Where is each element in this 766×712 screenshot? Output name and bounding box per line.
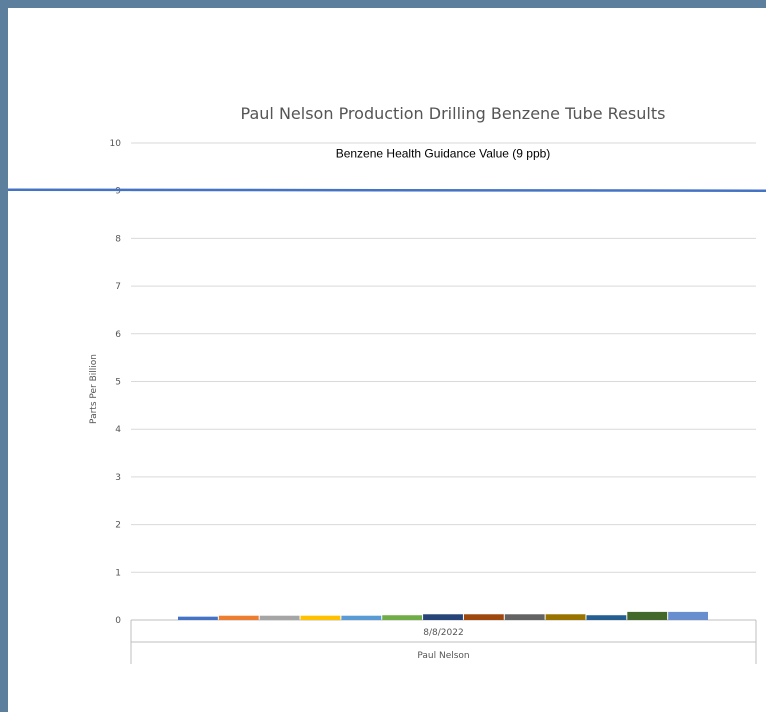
bar	[545, 614, 586, 620]
bars	[178, 611, 708, 620]
bar	[341, 615, 382, 620]
y-axis-label: Parts Per Billion	[89, 354, 99, 424]
y-tick-label: 10	[110, 139, 122, 149]
y-tick-label: 2	[115, 521, 121, 531]
gridlines	[131, 142, 756, 621]
x-axis: 8/8/2022 Paul Nelson	[130, 620, 757, 664]
y-tick-label: 4	[115, 425, 121, 435]
bar	[586, 615, 627, 620]
bar	[259, 615, 300, 620]
y-tick-label: 7	[115, 282, 121, 292]
y-axis-ticks: 0 1 2 3 4 5 6 7 8 9 10	[110, 139, 122, 626]
bar	[504, 614, 545, 620]
bar	[627, 611, 668, 620]
benzene-bar-chart: Paul Nelson Production Drilling Benzene …	[8, 104, 766, 664]
chart-canvas: Paul Nelson Production Drilling Benzene …	[8, 8, 766, 712]
y-tick-label: 1	[115, 568, 121, 578]
bar	[300, 615, 341, 620]
y-tick-label: 9	[115, 187, 121, 197]
x-category-label: 8/8/2022	[423, 628, 463, 638]
bar	[218, 615, 259, 620]
guidance-reference-label: Benzene Health Guidance Value (9 ppb)	[336, 146, 551, 160]
y-tick-label: 6	[115, 330, 121, 340]
y-tick-label: 5	[115, 378, 121, 388]
bar	[178, 616, 218, 620]
x-group-label: Paul Nelson	[417, 651, 469, 661]
bar	[668, 611, 708, 620]
y-tick-label: 3	[115, 473, 121, 483]
chart-title: Paul Nelson Production Drilling Benzene …	[241, 104, 666, 123]
guidance-reference-line	[8, 188, 766, 192]
bar	[463, 614, 504, 620]
bar	[423, 614, 463, 620]
y-tick-label: 8	[115, 234, 121, 244]
y-tick-label: 0	[115, 616, 121, 626]
bar	[382, 615, 423, 620]
